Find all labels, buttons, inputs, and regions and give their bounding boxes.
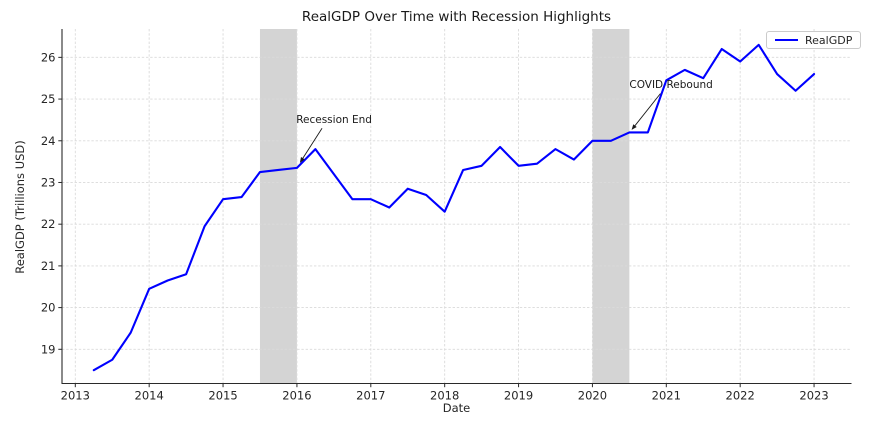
y-axis-label: RealGDP (Trillions USD)	[13, 140, 27, 274]
x-tick-label: 2021	[652, 389, 681, 403]
y-tick-label: 20	[41, 301, 56, 315]
legend-line-sample-icon	[775, 39, 798, 41]
annotation-arrowhead	[631, 124, 637, 130]
recession-band	[592, 29, 630, 384]
y-tick-label: 21	[41, 259, 56, 273]
chart-title: RealGDP Over Time with Recession Highlig…	[301, 9, 612, 25]
x-tick-label: 2023	[799, 389, 828, 403]
annotation-arrow	[632, 93, 661, 129]
y-tick-label: 24	[41, 134, 56, 148]
y-tick-label: 26	[41, 50, 56, 64]
annotation-arrowhead	[299, 157, 305, 163]
y-tick-label: 23	[41, 175, 56, 189]
x-axis-label: Date	[442, 401, 471, 415]
x-tick-label: 2022	[726, 389, 755, 403]
annotation-covid-rebound: COVID Rebound	[629, 79, 713, 92]
x-tick-label: 2020	[578, 389, 607, 403]
x-tick-label: 2018	[430, 389, 459, 403]
x-tick-label: 2019	[504, 389, 533, 403]
annotation-arrow	[300, 128, 323, 162]
legend-label: RealGDP	[805, 33, 853, 47]
x-tick-label: 2017	[356, 389, 385, 403]
recession-band	[259, 29, 297, 384]
x-tick-label: 2013	[61, 389, 90, 403]
x-tick-label: 2014	[135, 389, 164, 403]
y-tick-label: 22	[41, 217, 56, 231]
x-tick-label: 2016	[282, 389, 311, 403]
annotation-recession-end: Recession End	[296, 114, 372, 127]
legend: RealGDP	[766, 31, 862, 49]
realgdp-line	[92, 43, 816, 372]
y-tick-label: 25	[41, 92, 56, 106]
y-tick-label: 19	[41, 342, 56, 356]
x-tick-label: 2015	[208, 389, 237, 403]
